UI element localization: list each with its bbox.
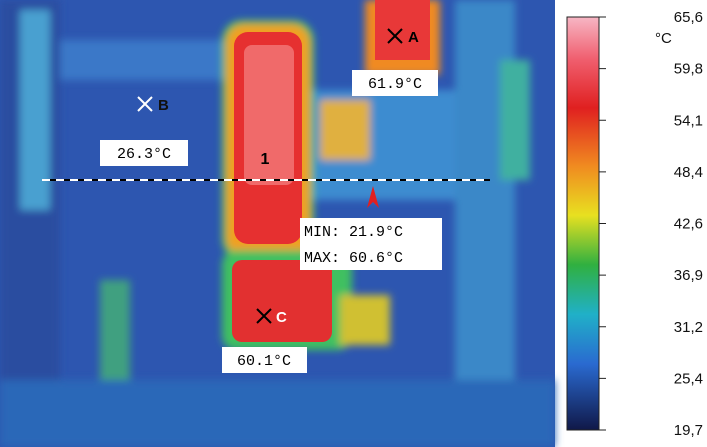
- marker-label: C: [276, 309, 287, 326]
- colorbar-tick-label: 65,6: [674, 9, 703, 26]
- colorbar-tick-label: 31,2: [674, 319, 703, 336]
- colorbar-tick-label: 48,4: [674, 164, 703, 181]
- region-label: 1: [261, 151, 270, 168]
- marker-c: C 60.1°C: [222, 308, 307, 373]
- reading: 60.1°C: [237, 353, 291, 370]
- colorbar-tick-label: 42,6: [674, 216, 703, 233]
- marker-label: A: [408, 29, 419, 46]
- stats-box: [300, 218, 442, 270]
- line-max: MAX: 60.6°C: [304, 250, 403, 267]
- marker-a: A 61.9°C: [352, 28, 438, 96]
- colorbar-tick-label: 54,1: [674, 112, 703, 129]
- colorbar: °C 65,6 59,8 54,1 48,4 42,6 36,9 31,2 25,4 19,7: [566, 9, 703, 439]
- reading: 61.9°C: [368, 76, 422, 93]
- marker-label: B: [158, 97, 169, 114]
- marker-b: B 26.3°C: [100, 96, 188, 166]
- colorbar-tick-label: 25,4: [674, 370, 703, 387]
- reading: 26.3°C: [117, 146, 171, 163]
- colorbar-tick-label: 19,7: [674, 422, 703, 439]
- colorbar-tick-label: 59,8: [674, 61, 703, 78]
- colorbar-tick-label: 36,9: [674, 267, 703, 284]
- line-min: MIN: 21.9°C: [304, 224, 403, 241]
- thermal-image: [0, 0, 555, 447]
- colorbar-unit: °C: [655, 30, 672, 47]
